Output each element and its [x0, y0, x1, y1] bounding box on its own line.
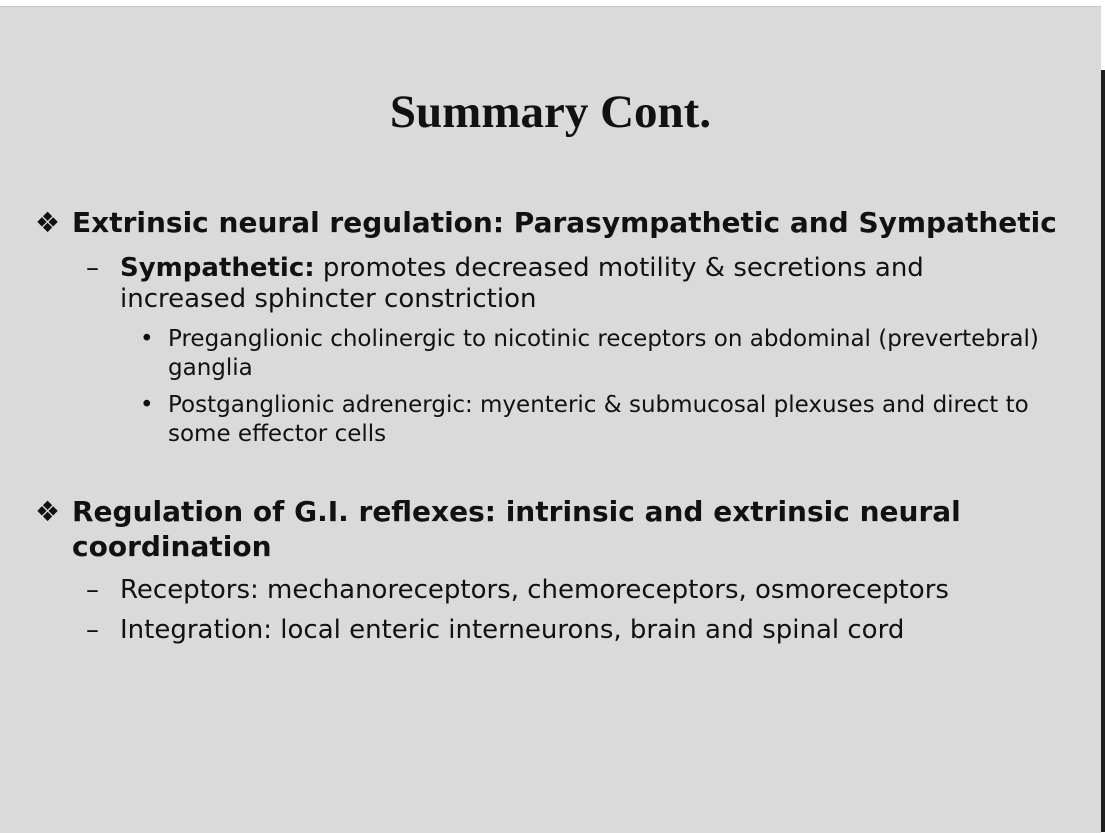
dash-bullet-icon: –: [86, 575, 99, 605]
sub-item-text: Preganglionic cholinergic to nicotinic r…: [168, 326, 1039, 381]
dot-bullet-icon: •: [140, 392, 154, 418]
list-item-body: promotes decreased motility & secretions…: [120, 253, 924, 314]
section-heading-text: Extrinsic neural regulation: Parasympath…: [72, 206, 1057, 239]
sub-item-text: Postganglionic adrenergic: myenteric & s…: [168, 392, 1029, 447]
slide-title: Summary Cont.: [389, 86, 712, 138]
list-item-integration: – Integration: local enteric interneuron…: [86, 615, 1046, 646]
dash-bullet-icon: –: [86, 615, 99, 645]
section-heading-text: Regulation of G.I. reflexes: intrinsic a…: [72, 495, 961, 563]
list-item-text: Sympathetic: promotes decreased motility…: [120, 253, 1046, 315]
diamond-bullet-icon: ❖: [35, 206, 61, 239]
list-item-text: Receptors: mechanoreceptors, chemorecept…: [120, 575, 949, 605]
dot-bullet-icon: •: [140, 326, 154, 352]
dash-bullet-icon: –: [86, 253, 99, 283]
section-heading-extrinsic: ❖ Extrinsic neural regulation: Parasympa…: [35, 205, 1075, 240]
window-edge: [1101, 70, 1105, 832]
sub-item-preganglionic: • Preganglionic cholinergic to nicotinic…: [140, 325, 1080, 383]
list-item-sympathetic: – Sympathetic: promotes decreased motili…: [86, 253, 1046, 315]
slide: Summary Cont.: [0, 6, 1101, 833]
list-item-label: Sympathetic:: [120, 253, 315, 283]
list-item-receptors: – Receptors: mechanoreceptors, chemorece…: [86, 575, 1046, 606]
section-heading-reflexes: ❖ Regulation of G.I. reflexes: intrinsic…: [35, 494, 1075, 564]
diamond-bullet-icon: ❖: [35, 495, 61, 528]
list-item-text: Integration: local enteric interneurons,…: [120, 615, 905, 645]
sub-item-postganglionic: • Postganglionic adrenergic: myenteric &…: [140, 391, 1080, 449]
